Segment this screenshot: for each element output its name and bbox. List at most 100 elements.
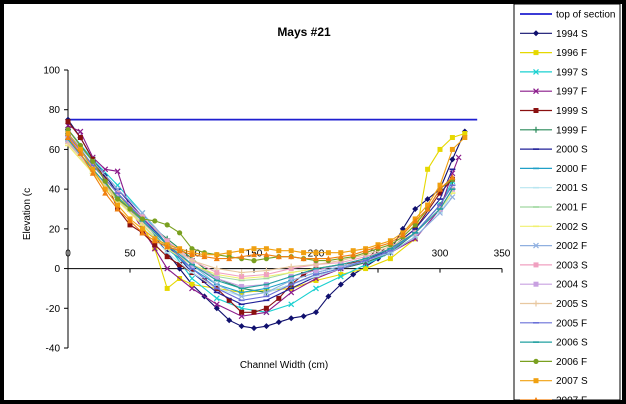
x-tick-label: 50 (124, 249, 136, 260)
data-point (462, 135, 468, 141)
data-point (313, 309, 319, 316)
data-point (164, 254, 170, 260)
x-tick-label: 300 (432, 249, 449, 260)
data-point (152, 242, 158, 248)
data-point (164, 285, 170, 291)
legend-swatch-marker (533, 378, 539, 384)
data-point (114, 168, 121, 175)
data-point (226, 297, 232, 303)
data-point (437, 182, 443, 188)
data-point (449, 194, 456, 201)
data-point (164, 265, 171, 272)
data-point (437, 146, 443, 152)
series-1 (65, 116, 468, 332)
legend-label: 1996 F (556, 48, 587, 59)
data-point (151, 237, 158, 244)
data-point (449, 135, 455, 141)
legend-item: 2000 S (520, 145, 588, 156)
data-point (325, 293, 332, 300)
legend-label: 1999 S (556, 106, 588, 117)
data-point (263, 251, 270, 258)
y-tick-label: 0 (54, 264, 60, 275)
data-point (263, 267, 270, 274)
data-point (65, 119, 71, 125)
data-point (412, 222, 418, 228)
data-point (127, 217, 133, 224)
data-point (251, 246, 257, 252)
x-tick-label: 350 (494, 249, 511, 260)
data-point (325, 250, 331, 256)
data-point (127, 222, 133, 228)
data-point (65, 134, 71, 141)
data-point (288, 301, 295, 308)
data-point (213, 305, 220, 312)
legend-item: 1997 F (520, 87, 587, 98)
legend-swatch-marker (533, 126, 539, 133)
data-point (399, 231, 406, 238)
data-point (213, 281, 220, 288)
legend-label: 2006 S (556, 338, 588, 349)
data-point (214, 276, 220, 281)
data-point (89, 170, 96, 176)
series-line (67, 133, 453, 297)
data-point (189, 285, 195, 292)
x-axis-label: Channel Width (cm) (240, 360, 328, 371)
data-point (313, 255, 319, 262)
data-point (214, 252, 220, 258)
data-point (189, 257, 195, 264)
legend-label: 2007 S (556, 376, 588, 387)
data-point (424, 206, 431, 212)
data-point (226, 250, 232, 256)
data-point (338, 250, 344, 256)
data-point (213, 265, 220, 272)
data-point (362, 247, 369, 254)
data-point (139, 226, 145, 232)
legend-item: 1999 S (520, 106, 588, 117)
data-point (65, 131, 71, 137)
legend-item: 2003 S (520, 260, 588, 271)
series-line (67, 135, 453, 301)
data-point (412, 217, 419, 224)
data-point (263, 289, 270, 296)
chart-svg: Mays #21 050100150200250300350 -40-20020… (22, 4, 621, 401)
data-point (189, 246, 195, 252)
legend-label: 2007 F (556, 396, 587, 401)
legend-label: 2000 S (556, 145, 588, 156)
legend-label: 1999 F (556, 125, 587, 136)
legend-swatch-marker (533, 108, 539, 113)
y-axis-ticks: -40 -20 0 20 40 60 80 100 (43, 66, 68, 355)
legend-item: 2000 F (520, 164, 587, 175)
legend-label: top of section (556, 10, 615, 21)
data-point (189, 275, 195, 282)
data-point (288, 315, 295, 322)
data-point (337, 253, 344, 260)
data-point (288, 248, 294, 254)
data-point (313, 250, 319, 256)
data-point (238, 253, 245, 260)
data-point (301, 272, 307, 278)
data-point (114, 206, 121, 212)
legend-swatch-marker (533, 358, 539, 364)
legend-label: 1997 S (556, 67, 588, 78)
legend-item: 2004 S (520, 280, 588, 291)
data-point (288, 289, 295, 296)
legend-item: 2001 F (520, 203, 587, 214)
data-point (226, 317, 233, 324)
data-point (337, 273, 344, 280)
data-point (375, 243, 381, 250)
data-point (455, 154, 462, 161)
legend-swatch-marker (533, 242, 539, 249)
data-point (313, 268, 319, 274)
data-point (239, 283, 245, 289)
series-3 (65, 126, 456, 316)
data-point (90, 158, 96, 164)
legend-label: 2004 S (556, 280, 588, 291)
data-point (77, 146, 83, 152)
legend-item: 2001 S (520, 183, 588, 194)
legend-label: 1994 S (556, 29, 588, 40)
legend-item: 1996 F (520, 48, 587, 59)
data-point (313, 277, 319, 283)
data-point (102, 178, 108, 184)
data-point (177, 230, 183, 236)
